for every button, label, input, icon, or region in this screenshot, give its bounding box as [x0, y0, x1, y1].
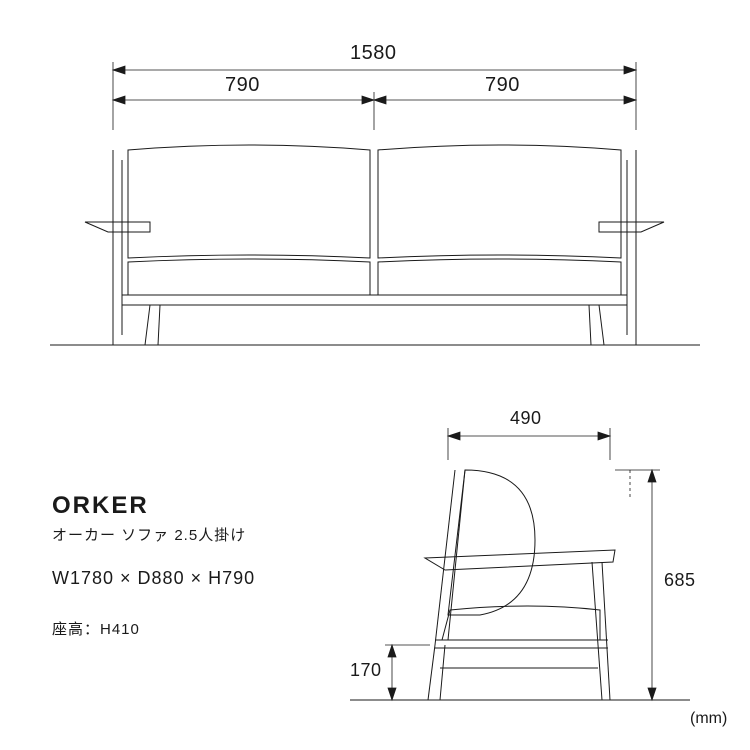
- product-spec: W1780 × D880 × H790: [52, 568, 255, 589]
- product-name: ORKER: [52, 492, 149, 520]
- drawing-canvas: 1580 790 790: [0, 0, 750, 750]
- seat-height: 座高：H410: [52, 618, 140, 639]
- dim-seat-depth: 490: [510, 408, 542, 429]
- dim-half-right: 790: [485, 74, 520, 97]
- product-subtitle: オーカー ソファ 2.5人掛け: [52, 524, 246, 545]
- dim-total-width: 1580: [350, 42, 397, 65]
- dim-floor-clearance: 170: [350, 660, 382, 681]
- unit-label: (mm): [690, 710, 727, 728]
- dim-back-height: 685: [664, 570, 696, 591]
- dim-half-left: 790: [225, 74, 260, 97]
